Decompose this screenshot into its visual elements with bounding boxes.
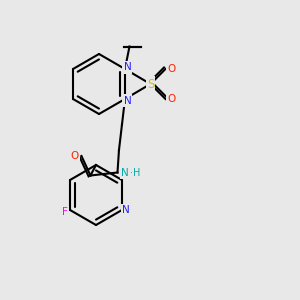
Text: O: O <box>167 94 175 104</box>
Text: N: N <box>124 62 131 73</box>
Text: F: F <box>62 207 68 218</box>
Text: S: S <box>147 77 154 91</box>
Text: N: N <box>122 205 130 215</box>
Text: O: O <box>71 151 79 161</box>
Text: ·H: ·H <box>130 168 141 178</box>
Text: O: O <box>167 64 175 74</box>
Text: N: N <box>124 95 131 106</box>
Text: N: N <box>121 167 129 178</box>
